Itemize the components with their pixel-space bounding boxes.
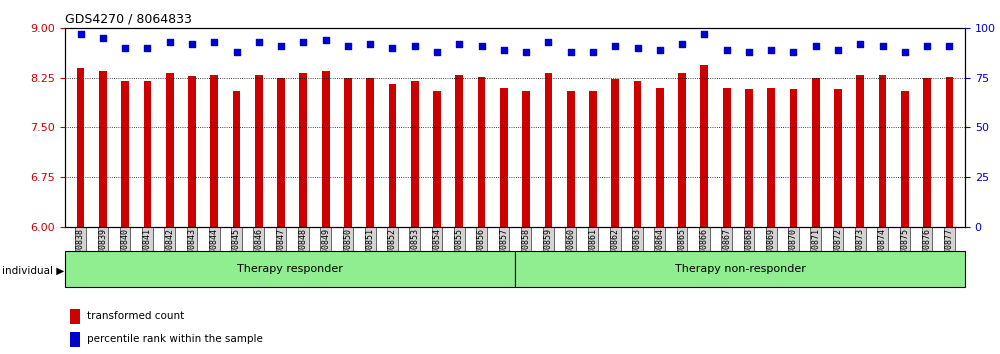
- Bar: [723, 88, 731, 227]
- Bar: [233, 91, 240, 227]
- Point: [474, 43, 490, 49]
- FancyBboxPatch shape: [65, 251, 515, 287]
- Bar: [322, 71, 330, 227]
- Point: [763, 47, 779, 53]
- Point: [897, 49, 913, 55]
- Point: [607, 43, 623, 49]
- Point: [73, 32, 89, 37]
- Bar: [767, 88, 775, 227]
- Bar: [678, 73, 686, 227]
- Bar: [121, 81, 129, 227]
- Point: [496, 47, 512, 53]
- Point: [808, 43, 824, 49]
- Point: [340, 43, 356, 49]
- Bar: [611, 79, 619, 227]
- Bar: [166, 73, 174, 227]
- Bar: [478, 77, 485, 227]
- Point: [830, 47, 846, 53]
- Point: [95, 35, 111, 41]
- Point: [630, 45, 646, 51]
- Bar: [946, 77, 953, 227]
- Bar: [455, 75, 463, 227]
- Point: [273, 43, 289, 49]
- Point: [741, 49, 757, 55]
- Bar: [500, 88, 508, 227]
- Bar: [411, 81, 419, 227]
- Point: [362, 41, 378, 47]
- Point: [229, 49, 245, 55]
- Point: [139, 45, 155, 51]
- Bar: [70, 332, 80, 347]
- Bar: [70, 309, 80, 324]
- Point: [696, 32, 712, 37]
- Point: [407, 43, 423, 49]
- Point: [875, 43, 891, 49]
- Text: Therapy responder: Therapy responder: [237, 264, 343, 274]
- Bar: [389, 85, 396, 227]
- Point: [941, 43, 957, 49]
- Bar: [745, 89, 753, 227]
- Bar: [545, 73, 552, 227]
- Bar: [299, 73, 307, 227]
- Bar: [210, 75, 218, 227]
- Bar: [656, 88, 664, 227]
- Point: [563, 49, 579, 55]
- Bar: [834, 89, 842, 227]
- Point: [117, 45, 133, 51]
- Bar: [790, 89, 797, 227]
- Point: [162, 39, 178, 45]
- Point: [384, 45, 400, 51]
- Text: Therapy non-responder: Therapy non-responder: [675, 264, 805, 274]
- Bar: [856, 75, 864, 227]
- Bar: [344, 78, 352, 227]
- Text: percentile rank within the sample: percentile rank within the sample: [87, 335, 262, 344]
- Bar: [522, 91, 530, 227]
- Text: transformed count: transformed count: [87, 312, 184, 321]
- Point: [206, 39, 222, 45]
- Point: [852, 41, 868, 47]
- Point: [518, 49, 534, 55]
- Point: [318, 38, 334, 43]
- Bar: [99, 70, 107, 227]
- Bar: [277, 78, 285, 227]
- Bar: [589, 91, 597, 227]
- Bar: [567, 91, 575, 227]
- FancyBboxPatch shape: [515, 251, 965, 287]
- Point: [719, 47, 735, 53]
- Point: [295, 39, 311, 45]
- Bar: [812, 78, 820, 227]
- Point: [184, 41, 200, 47]
- Bar: [366, 78, 374, 227]
- Bar: [923, 78, 931, 227]
- Point: [540, 39, 556, 45]
- Bar: [77, 68, 84, 227]
- Bar: [144, 81, 151, 227]
- Point: [585, 49, 601, 55]
- Bar: [700, 65, 708, 227]
- Bar: [634, 81, 641, 227]
- Bar: [433, 91, 441, 227]
- Bar: [879, 75, 886, 227]
- Point: [674, 41, 690, 47]
- Bar: [255, 75, 263, 227]
- Point: [919, 43, 935, 49]
- Text: GDS4270 / 8064833: GDS4270 / 8064833: [65, 13, 192, 26]
- Bar: [901, 91, 909, 227]
- Point: [251, 39, 267, 45]
- Bar: [188, 76, 196, 227]
- Text: individual ▶: individual ▶: [2, 266, 64, 276]
- Point: [451, 41, 467, 47]
- Point: [785, 49, 801, 55]
- Point: [429, 49, 445, 55]
- Point: [652, 47, 668, 53]
